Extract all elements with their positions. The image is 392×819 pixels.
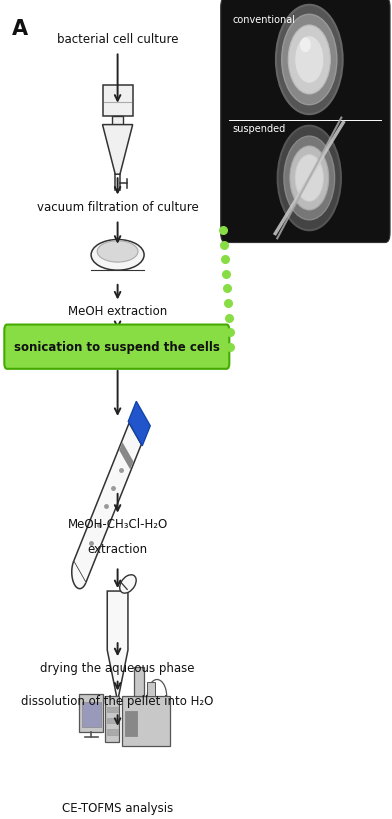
Text: extraction: extraction — [87, 542, 148, 555]
Ellipse shape — [290, 147, 328, 210]
Text: MeOH-CH₃Cl-H₂O: MeOH-CH₃Cl-H₂O — [67, 518, 168, 531]
Ellipse shape — [288, 26, 330, 95]
FancyBboxPatch shape — [105, 696, 119, 742]
Text: bacterial cell culture: bacterial cell culture — [57, 33, 178, 46]
Ellipse shape — [295, 37, 324, 84]
Polygon shape — [107, 591, 128, 701]
Ellipse shape — [278, 127, 341, 231]
Text: MeOH extraction: MeOH extraction — [68, 305, 167, 318]
FancyBboxPatch shape — [4, 325, 229, 369]
FancyBboxPatch shape — [147, 682, 155, 696]
Ellipse shape — [295, 156, 323, 202]
Text: CE-TOFMS analysis: CE-TOFMS analysis — [62, 801, 173, 814]
Ellipse shape — [91, 240, 144, 271]
FancyBboxPatch shape — [103, 86, 132, 117]
Ellipse shape — [97, 242, 138, 263]
Polygon shape — [103, 125, 132, 175]
FancyBboxPatch shape — [112, 117, 123, 125]
Ellipse shape — [284, 137, 335, 220]
FancyBboxPatch shape — [125, 712, 137, 736]
FancyBboxPatch shape — [82, 703, 100, 727]
Text: conventional: conventional — [232, 15, 296, 25]
Text: sonication to suspend the cells: sonication to suspend the cells — [14, 341, 220, 354]
Text: drying the aqueous phase: drying the aqueous phase — [40, 661, 195, 674]
Polygon shape — [74, 423, 142, 583]
Ellipse shape — [276, 6, 343, 115]
Text: B: B — [235, 19, 251, 38]
Text: suspended: suspended — [232, 124, 286, 134]
Bar — [107, 707, 118, 713]
Text: A: A — [12, 19, 28, 38]
Ellipse shape — [282, 16, 337, 106]
Polygon shape — [72, 562, 86, 589]
FancyBboxPatch shape — [134, 667, 144, 696]
Ellipse shape — [120, 575, 136, 594]
Polygon shape — [128, 402, 150, 446]
Text: dissolution of the pellet into H₂O: dissolution of the pellet into H₂O — [22, 695, 214, 708]
Text: vacuum filtration of culture: vacuum filtration of culture — [37, 201, 198, 214]
Ellipse shape — [300, 38, 311, 53]
FancyBboxPatch shape — [221, 0, 390, 243]
FancyBboxPatch shape — [122, 696, 170, 746]
Polygon shape — [119, 442, 133, 470]
FancyBboxPatch shape — [79, 695, 103, 732]
Bar — [107, 730, 118, 735]
Bar — [107, 718, 118, 724]
